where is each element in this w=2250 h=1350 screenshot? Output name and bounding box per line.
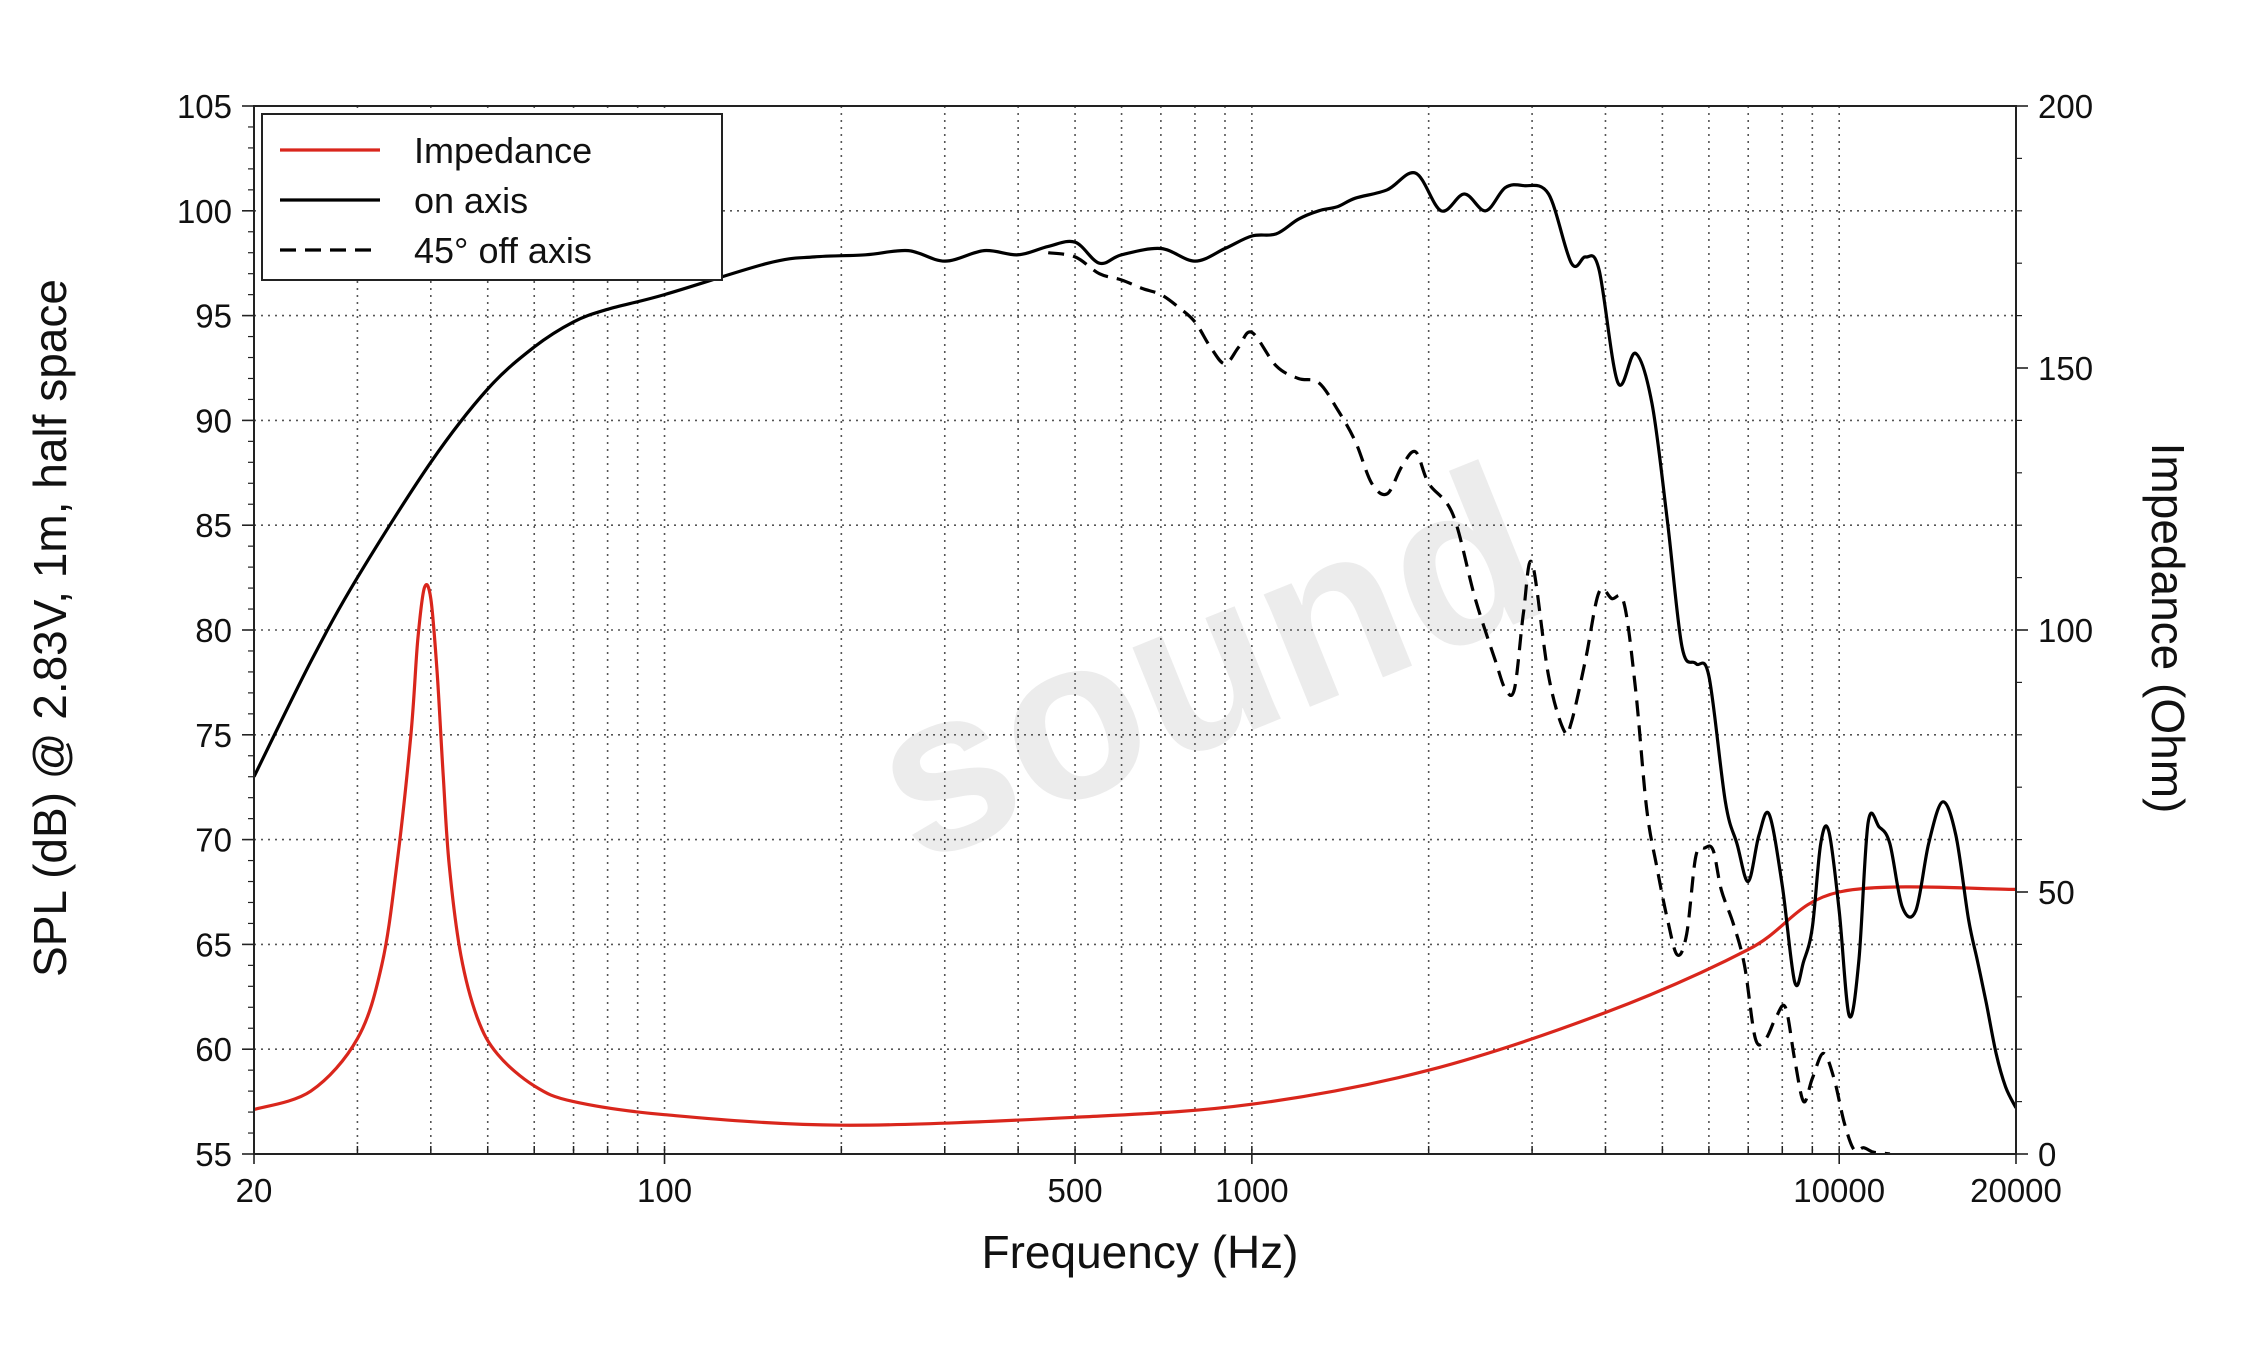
tick-labels: 55 60 65 70 75 80 85 90 95 100 105 0 50 100 150 200 20 10… <box>177 88 2093 1209</box>
legend-label: Impedance <box>414 130 592 171</box>
y-tick-label: 80 <box>195 612 232 649</box>
y-tick-label: 60 <box>195 1031 232 1068</box>
y2-axis-title: Impedance (Ohm) <box>2142 443 2194 814</box>
y-axis-title: SPL (dB) @ 2.83V, 1m, half space <box>24 279 76 977</box>
ticks <box>242 105 2028 1164</box>
legend-box <box>261 113 723 281</box>
x-tick-label: 20 <box>236 1172 273 1209</box>
y-tick-label: 65 <box>195 926 232 963</box>
y-tick-label: 85 <box>195 507 232 544</box>
x-tick-label: 20000 <box>1970 1172 2062 1209</box>
watermark: sound <box>838 415 1574 912</box>
watermark-text: sound <box>838 415 1574 912</box>
y-tick-label: 55 <box>195 1136 232 1173</box>
x-tick-label: 100 <box>637 1172 692 1209</box>
x-tick-label: 1000 <box>1215 1172 1288 1209</box>
legend: Impedance on axis 45° off axis <box>261 113 723 281</box>
series-line-1 <box>254 171 2016 1109</box>
legend-label: 45° off axis <box>414 230 592 271</box>
x-tick-label: 10000 <box>1793 1172 1885 1209</box>
legend-label: on axis <box>414 180 528 221</box>
y-tick-label: 100 <box>177 193 232 230</box>
series-line-0 <box>254 583 2016 1127</box>
y2-tick-label: 0 <box>2038 1136 2056 1173</box>
y-tick-label: 105 <box>177 88 232 125</box>
y2-tick-label: 200 <box>2038 88 2093 125</box>
y-tick-label: 70 <box>195 822 232 859</box>
y2-tick-label: 100 <box>2038 612 2093 649</box>
series-layer <box>254 171 2016 1154</box>
y2-tick-label: 50 <box>2038 874 2075 911</box>
x-tick-label: 500 <box>1048 1172 1103 1209</box>
y-tick-label: 75 <box>195 717 232 754</box>
y-tick-label: 90 <box>195 402 232 439</box>
series-line-2 <box>1047 251 1891 1154</box>
y-tick-label: 95 <box>195 298 232 335</box>
x-axis-title: Frequency (Hz) <box>982 1226 1299 1278</box>
y2-tick-label: 150 <box>2038 350 2093 387</box>
